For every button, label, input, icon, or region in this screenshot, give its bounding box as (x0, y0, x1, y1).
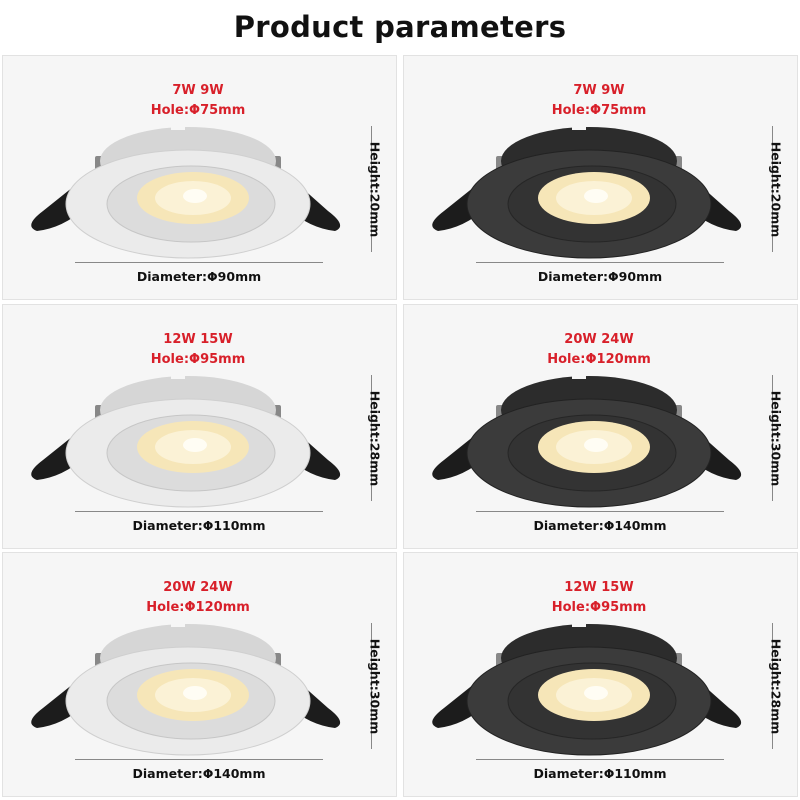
wattage-label: 7W 9W (573, 83, 625, 98)
height-label: Height:30mm (367, 638, 383, 735)
height-label: Height:28mm (768, 638, 784, 735)
diameter-dimension-line (476, 511, 724, 512)
diameter-label: Diameter:Φ90mm (537, 269, 663, 284)
hole-size-label: Hole:Φ75mm (551, 103, 647, 118)
downlight-image (31, 124, 341, 259)
height-dimension-line (371, 126, 372, 252)
wattage-label: 7W 9W (172, 83, 224, 98)
diameter-label: Diameter:Φ90mm (136, 269, 262, 284)
diameter-label: Diameter:Φ110mm (533, 766, 667, 781)
downlight-image (31, 621, 341, 756)
hole-size-label: Hole:Φ95mm (551, 600, 647, 615)
page-title: Product parameters (233, 10, 567, 44)
diameter-dimension-line (75, 262, 323, 263)
diameter-label: Diameter:Φ110mm (132, 518, 266, 533)
product-card-3: 12W 15W Hole:Φ95mm Diameter:Φ110mm Heigh… (2, 304, 397, 549)
height-dimension-line (772, 623, 773, 749)
wattage-label: 20W 24W (564, 332, 634, 347)
height-dimension-line (371, 375, 372, 501)
wattage-label: 12W 15W (564, 580, 634, 595)
height-label: Height:30mm (768, 390, 784, 487)
wattage-label: 20W 24W (163, 580, 233, 595)
hole-size-label: Hole:Φ120mm (146, 600, 250, 615)
product-card-2: 7W 9W Hole:Φ75mm Diameter:Φ90mm Height:2… (403, 55, 798, 300)
product-card-6: 12W 15W Hole:Φ95mm Diameter:Φ110mm Heigh… (403, 552, 798, 797)
product-card-5: 20W 24W Hole:Φ120mm Diameter:Φ140mm Heig… (2, 552, 397, 797)
diameter-dimension-line (476, 759, 724, 760)
downlight-image (432, 373, 742, 508)
diameter-dimension-line (75, 759, 323, 760)
height-dimension-line (772, 375, 773, 501)
diameter-dimension-line (476, 262, 724, 263)
hole-size-label: Hole:Φ75mm (150, 103, 246, 118)
downlight-image (31, 373, 341, 508)
hole-size-label: Hole:Φ95mm (150, 352, 246, 367)
height-label: Height:28mm (367, 390, 383, 487)
diameter-dimension-line (75, 511, 323, 512)
height-label: Height:20mm (367, 141, 383, 238)
product-card-1: 7W 9W Hole:Φ75mm Diameter:Φ90mm Height:2… (2, 55, 397, 300)
downlight-image (432, 124, 742, 259)
product-card-4: 20W 24W Hole:Φ120mm Diameter:Φ140mm Heig… (403, 304, 798, 549)
diameter-label: Diameter:Φ140mm (132, 766, 266, 781)
diameter-label: Diameter:Φ140mm (533, 518, 667, 533)
height-label: Height:20mm (768, 141, 784, 238)
hole-size-label: Hole:Φ120mm (547, 352, 651, 367)
wattage-label: 12W 15W (163, 332, 233, 347)
downlight-image (432, 621, 742, 756)
height-dimension-line (371, 623, 372, 749)
height-dimension-line (772, 126, 773, 252)
